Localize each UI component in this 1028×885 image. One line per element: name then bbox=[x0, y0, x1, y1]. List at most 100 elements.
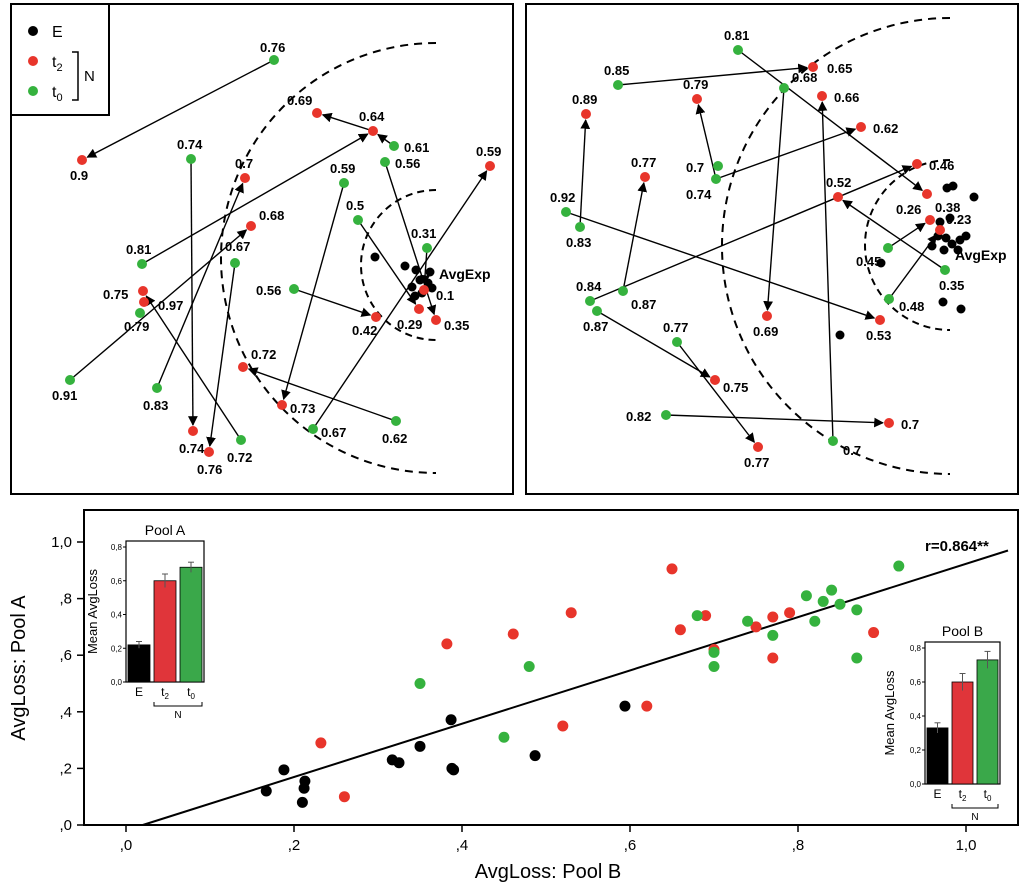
scatter-point-t2 bbox=[868, 627, 880, 639]
point-value-label: 0.7 bbox=[901, 417, 919, 432]
t0-point bbox=[561, 207, 571, 217]
point-value-label: 0.53 bbox=[866, 328, 891, 343]
expert-point bbox=[945, 213, 955, 223]
point-value-label: 0.61 bbox=[404, 140, 429, 155]
t2-point bbox=[431, 315, 441, 325]
avgexp-label: AvgExp bbox=[955, 247, 1007, 263]
point-value-label: 0.72 bbox=[227, 450, 252, 465]
point-value-label: 0.85 bbox=[604, 63, 629, 78]
y-tick-label: ,4 bbox=[59, 704, 72, 721]
expert-point bbox=[835, 330, 845, 340]
t2-point bbox=[856, 122, 866, 132]
scatter-frame bbox=[83, 509, 1019, 826]
trajectory-arrow bbox=[622, 181, 648, 292]
point-value-label: 0.65 bbox=[827, 61, 852, 76]
scatter-point-t2 bbox=[641, 700, 653, 712]
point-value-label: 0.56 bbox=[256, 283, 281, 298]
y-axis-title: AvgLoss: Pool A bbox=[8, 595, 30, 741]
regression-line bbox=[142, 549, 1009, 826]
t0-point bbox=[308, 424, 318, 434]
point-value-label: 0.68 bbox=[792, 70, 817, 85]
scatter-points bbox=[260, 560, 905, 808]
expert-point bbox=[941, 233, 951, 243]
inset-category-label: E bbox=[933, 787, 941, 801]
point-value-label: 0.62 bbox=[873, 121, 898, 136]
t2-point bbox=[188, 426, 198, 436]
expert-point bbox=[956, 304, 966, 314]
scatter-point-E bbox=[296, 796, 308, 808]
point-value-label: 0.35 bbox=[444, 318, 469, 333]
t2-point bbox=[312, 108, 322, 118]
y-tick-label: ,0 bbox=[59, 817, 72, 834]
inset-bar-E bbox=[926, 727, 949, 785]
t2-point bbox=[762, 311, 772, 321]
trajectory-arrow bbox=[145, 295, 242, 441]
scatter-point-E bbox=[529, 750, 541, 762]
trajectory-arrow bbox=[187, 158, 198, 426]
trajectory-arrow bbox=[617, 63, 809, 86]
t2-point bbox=[833, 192, 843, 202]
point-value-label: 0.48 bbox=[899, 299, 924, 314]
top-left-panel: E t2 t0 N 0.760.90.690.640.610.560.740.7… bbox=[10, 3, 514, 495]
inset-y-tick-label: 0,8 bbox=[111, 543, 123, 552]
legend-marker-t0 bbox=[28, 86, 38, 96]
t2-point bbox=[710, 375, 720, 385]
t0-point bbox=[884, 294, 894, 304]
y-tick-label: 1,0 bbox=[51, 534, 72, 551]
trajectory-arrow bbox=[579, 119, 591, 228]
t2-point bbox=[485, 161, 495, 171]
t2-point bbox=[138, 286, 148, 296]
point-value-label: 0.68 bbox=[259, 208, 284, 223]
point-value-label: 0.76 bbox=[260, 40, 285, 55]
point-value-label: 0.1 bbox=[436, 288, 454, 303]
x-tick-label: 1,0 bbox=[956, 837, 977, 854]
point-value-label: 0.59 bbox=[330, 161, 355, 176]
trajectory-arrow bbox=[247, 367, 397, 422]
inset-pool-b: Pool B Mean AvgLoss 0,0 0,2 0,4 0,6 0,8 E t2 t0 N bbox=[882, 623, 1001, 823]
scatter-point-t0 bbox=[826, 584, 838, 596]
scatter-point-E bbox=[445, 714, 457, 726]
point-value-label: 0.81 bbox=[724, 28, 749, 43]
point-value-label: 0.26 bbox=[896, 202, 921, 217]
inset-y-tick-label: 0,4 bbox=[111, 611, 123, 620]
y-tick-label: ,2 bbox=[59, 760, 72, 777]
inset-y-tick-label: 0,2 bbox=[111, 644, 123, 653]
t2-point bbox=[277, 400, 287, 410]
t0-point bbox=[135, 308, 145, 318]
expert-point bbox=[411, 265, 421, 275]
scatter-point-t2 bbox=[784, 607, 796, 619]
t2-point bbox=[912, 159, 922, 169]
expert-point bbox=[939, 245, 949, 255]
t2-point bbox=[875, 315, 885, 325]
point-value-label: 0.74 bbox=[177, 137, 203, 152]
t2-point bbox=[884, 418, 894, 428]
inset-bar-E bbox=[127, 644, 151, 683]
scatter-point-t2 bbox=[674, 624, 686, 636]
scatter-point-t0 bbox=[834, 598, 846, 610]
scatter-point-t0 bbox=[893, 560, 905, 572]
trajectory-arrow bbox=[817, 101, 834, 442]
scatter-point-t0 bbox=[414, 678, 426, 689]
expert-point bbox=[947, 239, 957, 249]
t2-point bbox=[935, 225, 945, 235]
point-value-label: 0.35 bbox=[939, 278, 964, 293]
axes-ticks: ,0 ,2 ,4 ,6 ,8 1,0 ,0 ,2 ,4 ,6 ,8 1,0 bbox=[51, 534, 976, 854]
expert-point bbox=[935, 217, 945, 227]
expert-point bbox=[948, 181, 958, 191]
point-value-label: 0.52 bbox=[826, 175, 851, 190]
expert-point bbox=[427, 283, 437, 293]
x-tick-label: ,6 bbox=[624, 837, 637, 854]
t0-point bbox=[269, 55, 279, 65]
trajectory-arrow bbox=[69, 229, 248, 381]
t2-point bbox=[817, 91, 827, 101]
t0-point bbox=[389, 141, 399, 151]
t2-point bbox=[139, 297, 149, 307]
scatter-point-t0 bbox=[800, 590, 812, 602]
scatter-point-t2 bbox=[750, 621, 762, 633]
inset-group-label: N bbox=[971, 812, 978, 823]
expert-point bbox=[425, 267, 435, 277]
point-value-label: 0.82 bbox=[626, 409, 651, 424]
t0-point bbox=[391, 416, 401, 426]
inset-group-bracket bbox=[153, 702, 203, 707]
